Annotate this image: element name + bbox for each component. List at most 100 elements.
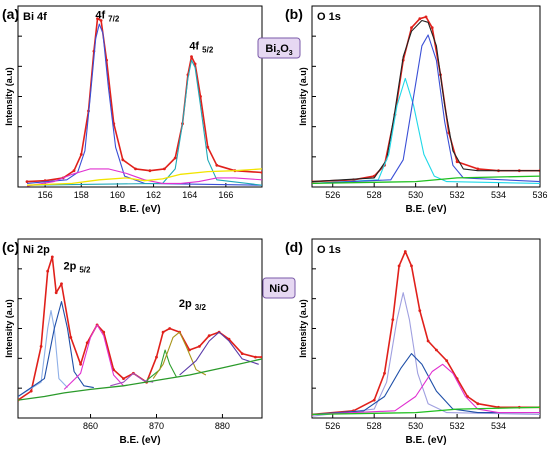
series-group — [25, 17, 262, 187]
data-point — [418, 17, 422, 21]
x-tick-label: 166 — [218, 190, 233, 200]
x-axis-label: B.E. (eV) — [405, 435, 446, 446]
series-line-component — [179, 331, 259, 376]
series-line-background — [312, 175, 540, 185]
series-line-component — [63, 324, 124, 390]
x-axis-label: B.E. (eV) — [119, 204, 160, 215]
data-point — [240, 352, 244, 355]
series-line-component — [312, 34, 540, 184]
x-tick-label: 536 — [532, 190, 547, 200]
series-line-component — [18, 301, 94, 397]
data-point — [193, 62, 197, 66]
series-line-component — [312, 292, 540, 417]
sample-badge — [262, 277, 296, 299]
x-tick-label: 528 — [367, 421, 382, 431]
series-line-experimental — [18, 256, 262, 401]
series-line-fit — [26, 59, 262, 186]
panel-label: (b) — [285, 6, 303, 22]
data-point — [430, 26, 434, 30]
data-point — [161, 330, 165, 334]
data-point — [206, 145, 210, 149]
series-group — [312, 250, 540, 417]
data-point — [260, 171, 262, 174]
data-point — [102, 330, 106, 334]
x-tick-label: 860 — [83, 421, 98, 431]
data-point — [418, 309, 422, 312]
data-point — [69, 336, 73, 339]
data-point — [39, 345, 43, 348]
series-line-experimental — [312, 16, 540, 183]
data-point — [85, 341, 89, 345]
data-point — [391, 318, 395, 321]
data-point — [155, 355, 158, 359]
data-point — [60, 282, 63, 286]
series-line-component — [18, 310, 68, 397]
panel-title: O 1s — [317, 244, 341, 256]
series-line-background — [26, 168, 262, 186]
x-tick-label: 880 — [215, 421, 230, 431]
series-line-component — [152, 331, 207, 379]
series-line-background — [18, 358, 262, 401]
data-point — [79, 153, 83, 156]
panel-title: O 1s — [317, 11, 341, 23]
panel-label: (d) — [285, 239, 303, 255]
peak-label: 4f 5/2 — [189, 40, 214, 54]
data-point — [96, 17, 99, 21]
data-point — [397, 264, 401, 268]
y-axis-label: Intensity (a.u) — [4, 67, 14, 126]
data-point — [163, 167, 166, 171]
panel-label: (a) — [2, 6, 19, 22]
series-line-component — [312, 77, 540, 184]
x-tick-label: 530 — [408, 190, 423, 200]
peak-label: 2p 5/2 — [63, 260, 91, 274]
data-point — [50, 255, 54, 259]
data-point — [410, 264, 413, 268]
x-tick-label: 156 — [38, 190, 53, 200]
data-point — [424, 15, 428, 19]
data-point — [148, 169, 152, 173]
data-point — [122, 377, 125, 380]
data-point — [260, 355, 262, 359]
x-tick-label: 532 — [450, 421, 465, 431]
peak-label: 4f 7/2 — [95, 10, 120, 24]
data-point — [72, 169, 76, 173]
panel-label: (c) — [2, 239, 19, 255]
x-tick-label: 526 — [325, 421, 340, 431]
plot-frame — [311, 238, 541, 419]
x-axis-label: B.E. (eV) — [119, 435, 160, 446]
x-tick-label: 528 — [367, 190, 382, 200]
data-point — [372, 398, 376, 402]
x-tick-label: 164 — [182, 190, 197, 200]
y-axis-label: Intensity (a.u) — [298, 299, 308, 358]
data-point — [25, 180, 29, 184]
x-tick-label: 160 — [110, 190, 125, 200]
y-axis-label: Intensity (a.u) — [298, 67, 308, 126]
data-point — [29, 389, 33, 393]
peak-label: 2p 3/2 — [179, 298, 207, 312]
data-point — [215, 163, 219, 167]
data-point — [173, 156, 177, 160]
data-point — [254, 355, 257, 359]
series-line-component — [312, 363, 540, 415]
x-tick-label: 534 — [491, 421, 506, 431]
sample-badge-label: NiO — [269, 283, 289, 295]
series-group — [18, 255, 262, 402]
series-line-component — [110, 372, 154, 387]
y-axis-label: Intensity (a.u) — [4, 299, 14, 358]
x-tick-label: 870 — [149, 421, 164, 431]
series-line-experimental — [312, 250, 540, 416]
panel-a: 156 158 160 162 164 166 B.E. (eV) Intensity (a.… — [2, 5, 263, 215]
data-point — [198, 345, 201, 348]
data-point — [99, 19, 103, 22]
panel-d: 526 528 530 532 534 B.E. (eV) Intensity (a.u) (… — [285, 238, 541, 446]
x-tick-label: 526 — [325, 190, 340, 200]
data-point — [134, 167, 137, 171]
series-line-component — [26, 168, 262, 187]
panel-title: Bi 4f — [23, 11, 47, 23]
series-line-fit — [312, 19, 540, 183]
series-line-background — [312, 406, 540, 416]
data-point — [476, 402, 480, 406]
x-tick-label: 162 — [146, 190, 161, 200]
x-tick-label: 158 — [74, 190, 89, 200]
